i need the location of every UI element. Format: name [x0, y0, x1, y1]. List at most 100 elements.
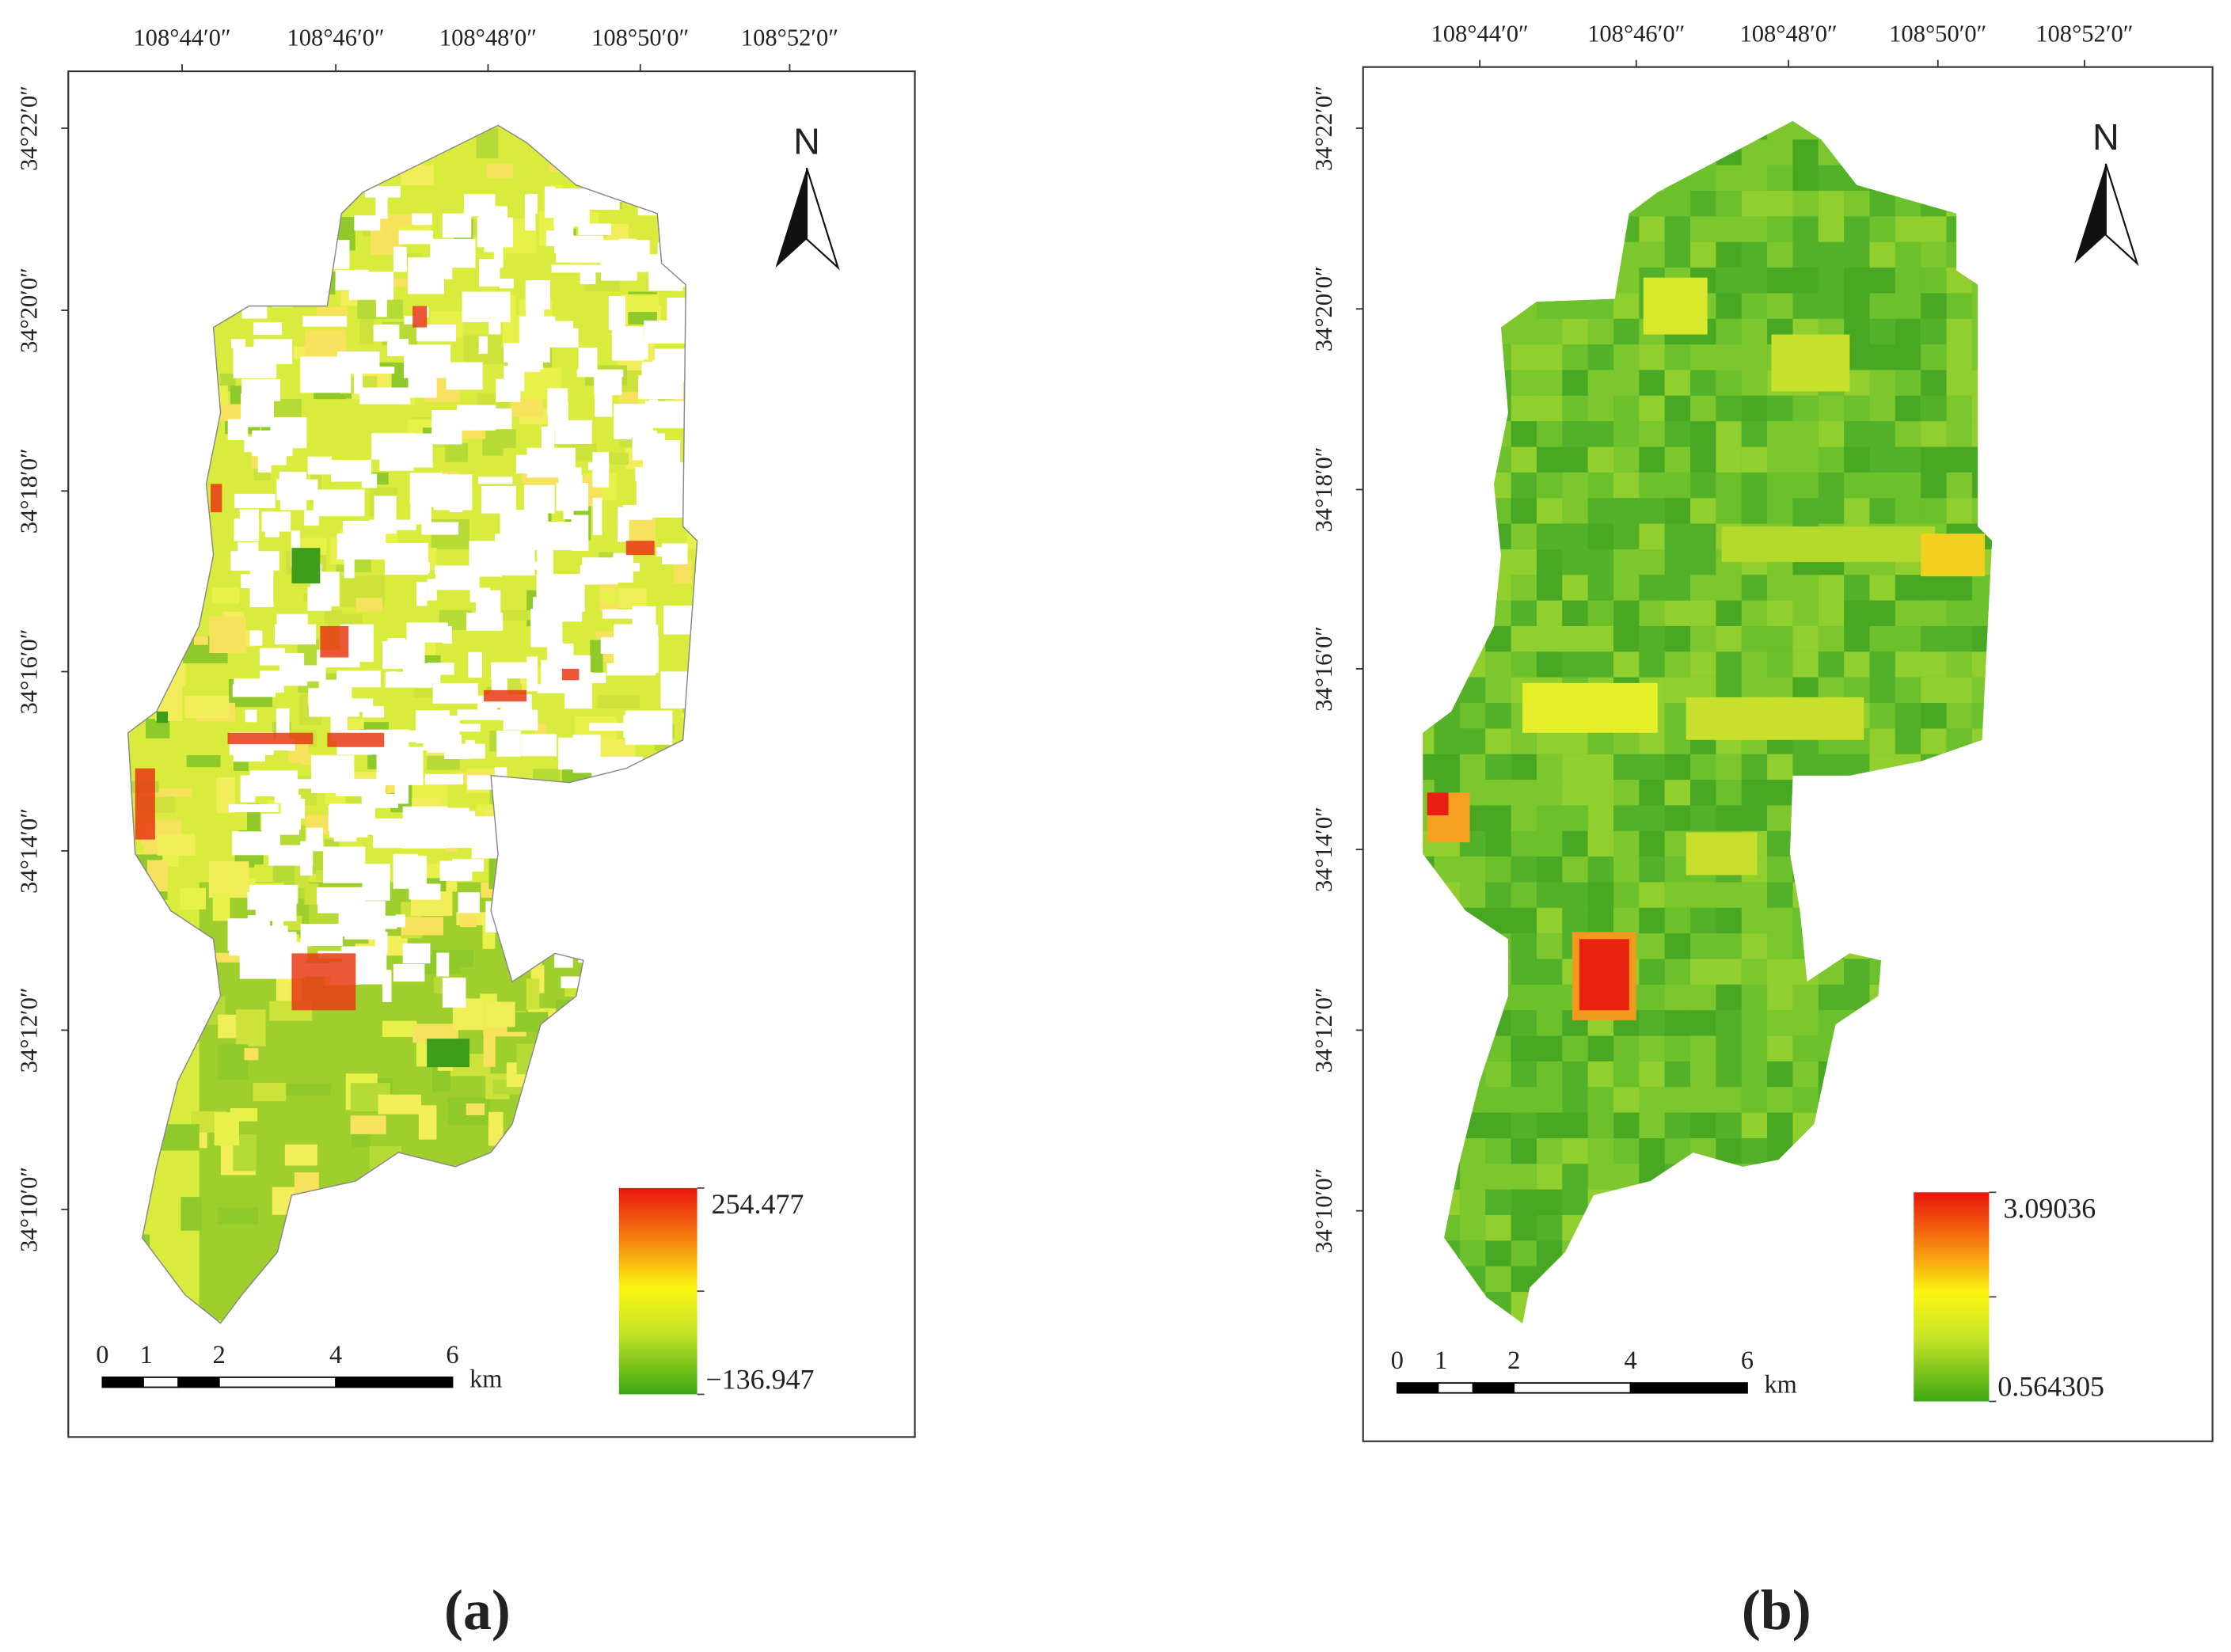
raster-cell: [1921, 241, 1947, 268]
raster-cell: [1536, 959, 1563, 985]
raster-cell: [1869, 395, 1895, 422]
raster-cell: [1869, 728, 1895, 754]
raster-cell: [1716, 625, 1742, 652]
latitude-label: 34°12′0″: [1310, 987, 1337, 1073]
raster-cell: [1664, 575, 1691, 601]
raster-cell: [284, 1144, 317, 1166]
raster-gap: [611, 563, 640, 572]
raster-cell: [1536, 1010, 1563, 1036]
raster-gap: [525, 279, 551, 310]
raster-cell: [1741, 498, 1768, 524]
raster-cell: [1664, 600, 1691, 626]
raster-cell: [1587, 446, 1614, 473]
raster-cell: [1536, 830, 1563, 857]
raster-cell: [1741, 1035, 1768, 1061]
latitude-label: 34°20′0″: [1310, 266, 1337, 351]
scale-bar-label: 6: [1741, 1346, 1754, 1374]
raster-cell: [1536, 780, 1563, 806]
raster-cell: [1536, 933, 1563, 959]
raster-cell: [1536, 625, 1563, 652]
raster-gap: [365, 186, 401, 198]
raster-gap: [578, 223, 612, 235]
raster-cell: [1869, 241, 1895, 268]
raster-gap: [421, 522, 459, 535]
raster-gap: [335, 269, 370, 287]
raster-gap: [524, 194, 536, 231]
raster-cell: [1664, 523, 1691, 549]
raster-cell: [378, 1094, 422, 1115]
raster-cell: [1434, 754, 1460, 780]
raster-cell: [1844, 191, 1870, 217]
raster-cell: [1716, 933, 1742, 959]
raster-gap: [507, 344, 541, 372]
raster-warm: [1686, 697, 1864, 740]
raster-cool: [291, 548, 321, 584]
raster-cell: [1946, 344, 1972, 370]
raster-hot: [320, 625, 349, 658]
longitude-label: 108°46′0″: [1587, 20, 1685, 47]
raster-gap: [452, 723, 481, 732]
raster-cell: [1536, 575, 1563, 601]
raster-cell: [1562, 1035, 1588, 1061]
raster-cell: [1536, 1112, 1563, 1138]
raster-cell: [1767, 575, 1793, 601]
raster-cell: [1511, 933, 1537, 959]
raster-gap: [458, 892, 480, 913]
raster-cell: [285, 1084, 331, 1096]
raster-cell: [1562, 575, 1588, 601]
raster-gap: [316, 887, 366, 905]
raster-cell: [1639, 1112, 1665, 1138]
raster-cell: [382, 1020, 417, 1038]
raster-gap: [261, 652, 304, 662]
raster-cell: [1587, 498, 1614, 524]
raster-cell: [1690, 984, 1716, 1011]
raster-cell: [1741, 268, 1768, 294]
raster-cell: [1946, 498, 1972, 524]
raster-cell: [1664, 549, 1691, 575]
raster-gap: [249, 770, 298, 797]
raster-gap: [257, 441, 272, 473]
raster-cell: [1690, 344, 1716, 370]
raster-cell: [1895, 446, 1921, 473]
raster-cell: [1587, 780, 1614, 806]
raster-gap: [249, 569, 274, 607]
raster-cell: [1741, 600, 1768, 626]
raster-cell: [1844, 446, 1870, 473]
raster-cell: [1587, 344, 1614, 370]
raster-gap: [249, 630, 263, 646]
raster-cell: [1485, 728, 1511, 754]
raster-cell: [1511, 1087, 1537, 1113]
raster-cell: [211, 587, 240, 604]
raster-cell: [1639, 1010, 1665, 1036]
raster-cell: [1869, 600, 1895, 626]
raster-cell: [1536, 1087, 1563, 1113]
raster-cell: [1536, 805, 1563, 831]
raster-cell: [1921, 293, 1947, 319]
raster-gap: [551, 264, 602, 273]
raster-cell: [1587, 1087, 1614, 1113]
raster-cell: [1869, 575, 1895, 601]
legend-max: 3.09036: [2003, 1193, 2096, 1225]
raster-gap: [379, 457, 414, 471]
raster-cell: [1716, 472, 1742, 499]
raster-gap: [629, 340, 648, 359]
raster-cool: [427, 1039, 470, 1068]
raster-cell: [1587, 600, 1614, 626]
raster-gap: [385, 543, 428, 575]
raster-cell: [1485, 1240, 1511, 1267]
raster-cell: [1459, 856, 1486, 883]
raster-cell: [1844, 498, 1870, 524]
raster-gap: [513, 561, 538, 570]
raster-cell: [1511, 805, 1537, 831]
raster-gap: [587, 462, 610, 470]
raster-cell: [1946, 370, 1972, 396]
raster-cell: [1716, 191, 1742, 217]
raster-cell: [673, 560, 692, 584]
latitude-label: 34°10′0″: [1310, 1168, 1337, 1254]
raster-cell: [253, 1082, 287, 1102]
raster-cell: [1536, 1189, 1563, 1216]
raster-gap: [571, 515, 589, 552]
raster-cell: [1613, 856, 1640, 883]
raster-cell: [1844, 216, 1870, 242]
raster-cell: [1562, 1087, 1588, 1113]
